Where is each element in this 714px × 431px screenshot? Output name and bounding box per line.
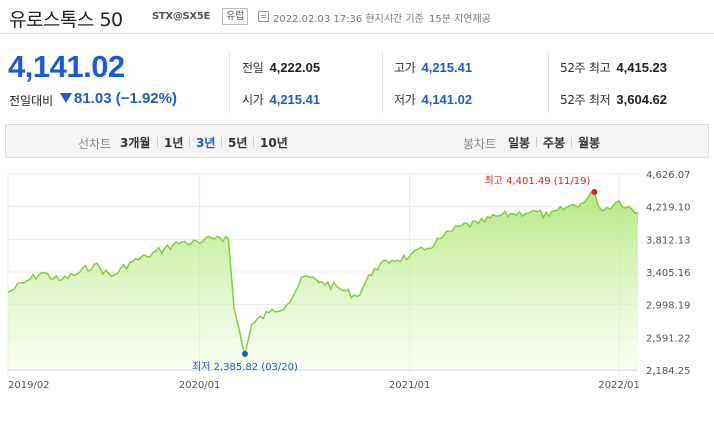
chart-svg: 4,626.07 4,219.10 3,812.13 3,405.16 2,998.19… [7, 170, 691, 391]
divider [421, 11, 422, 22]
stat-low: 저가 4,141.02 [394, 92, 473, 107]
tab-daily[interactable]: 일봉 [508, 136, 531, 150]
region-badge: 유럽 [222, 8, 249, 25]
stat-high: 고가 4,215.41 [394, 60, 473, 75]
candle-chart-label: 봉차트 [463, 137, 497, 151]
tab-5y[interactable]: 5년 [228, 136, 248, 150]
chart-annotations: 최고 4,401.49 (11/19) 최저 2,385.82 (03/20) [192, 175, 598, 373]
divider [382, 51, 383, 113]
tab-divider [189, 137, 190, 147]
stat-prev-close: 전일 4,222.05 [242, 60, 321, 75]
delay-notice: 15분 지연제공 [429, 14, 491, 25]
price-chart: 4,626.07 4,219.10 3,812.13 3,405.16 2,998.19… [0, 160, 714, 431]
y-tick-label: 2,184.25 [646, 366, 691, 377]
down-triangle-icon [60, 93, 72, 103]
y-tick-label: 2,591.22 [646, 333, 691, 344]
high-label: 최고 4,401.49 (11/19) [484, 175, 590, 187]
chart-period-tabs: 선차트 3개월 1년 3년 5년 10년 봉차트 일봉 주봉 월봉 [5, 124, 709, 158]
tab-divider [221, 137, 222, 147]
y-tick-label: 2,998.19 [646, 301, 691, 312]
y-tick-label: 4,219.10 [646, 203, 691, 214]
change-label: 전일대비 [9, 94, 54, 108]
x-tick-label: 2021/01 [389, 380, 431, 391]
tab-monthly[interactable]: 월봉 [578, 136, 601, 150]
tab-10y[interactable]: 10년 [260, 136, 288, 150]
tab-divider [571, 137, 572, 147]
change-value: 81.03 (−1.92%) [60, 90, 177, 107]
tab-divider [157, 137, 158, 147]
change-amount: 81.03 (−1.92%) [74, 90, 177, 107]
price-line [7, 191, 639, 357]
y-tick-label: 3,405.16 [646, 268, 691, 279]
tab-3y[interactable]: 3년 [196, 136, 216, 150]
page-title: 유로스톡스 50 [9, 9, 123, 31]
ticker-symbol: STX@SX5E [152, 11, 211, 22]
tab-1y[interactable]: 1년 [164, 136, 184, 150]
stat-52w-low: 52주 최저 3,604.62 [560, 92, 668, 107]
header: 유로스톡스 50 STX@SX5E 유럽 2022.02.03 17:36 현지… [0, 0, 714, 34]
low-label: 최저 2,385.82 (03/20) [192, 361, 298, 373]
x-tick-label: 2022/01 [598, 380, 640, 391]
tab-3m[interactable]: 3개월 [120, 136, 151, 150]
x-tick-label: 2020/01 [179, 380, 221, 391]
price-area [8, 192, 638, 370]
calendar-icon [258, 11, 269, 22]
timestamp: 2022.02.03 17:36 현지시간 기준 [273, 14, 424, 25]
x-tick-label: 2019/02 [8, 380, 50, 391]
divider [229, 51, 230, 113]
y-tick-label: 3,812.13 [646, 235, 691, 246]
tab-divider [253, 137, 254, 147]
stat-open: 시가 4,215.41 [242, 92, 321, 107]
y-tick-label: 4,626.07 [646, 170, 691, 181]
current-price: 4,141.02 [8, 49, 125, 84]
tab-divider [536, 137, 537, 147]
high-marker [591, 189, 598, 196]
x-axis-labels: 2019/02 2020/01 2021/01 2022/01 [8, 380, 640, 391]
quote-panel: 4,141.02 전일대비 81.03 (−1.92%) 전일 4,222.05 … [0, 35, 714, 123]
y-axis-labels: 4,626.07 4,219.10 3,812.13 3,405.16 2,998.19… [646, 170, 691, 377]
low-marker [241, 350, 248, 357]
line-chart-label: 선차트 [78, 137, 112, 151]
stat-52w-high: 52주 최고 4,415.23 [560, 60, 668, 75]
tab-weekly[interactable]: 주봉 [543, 136, 566, 150]
divider [548, 51, 549, 113]
